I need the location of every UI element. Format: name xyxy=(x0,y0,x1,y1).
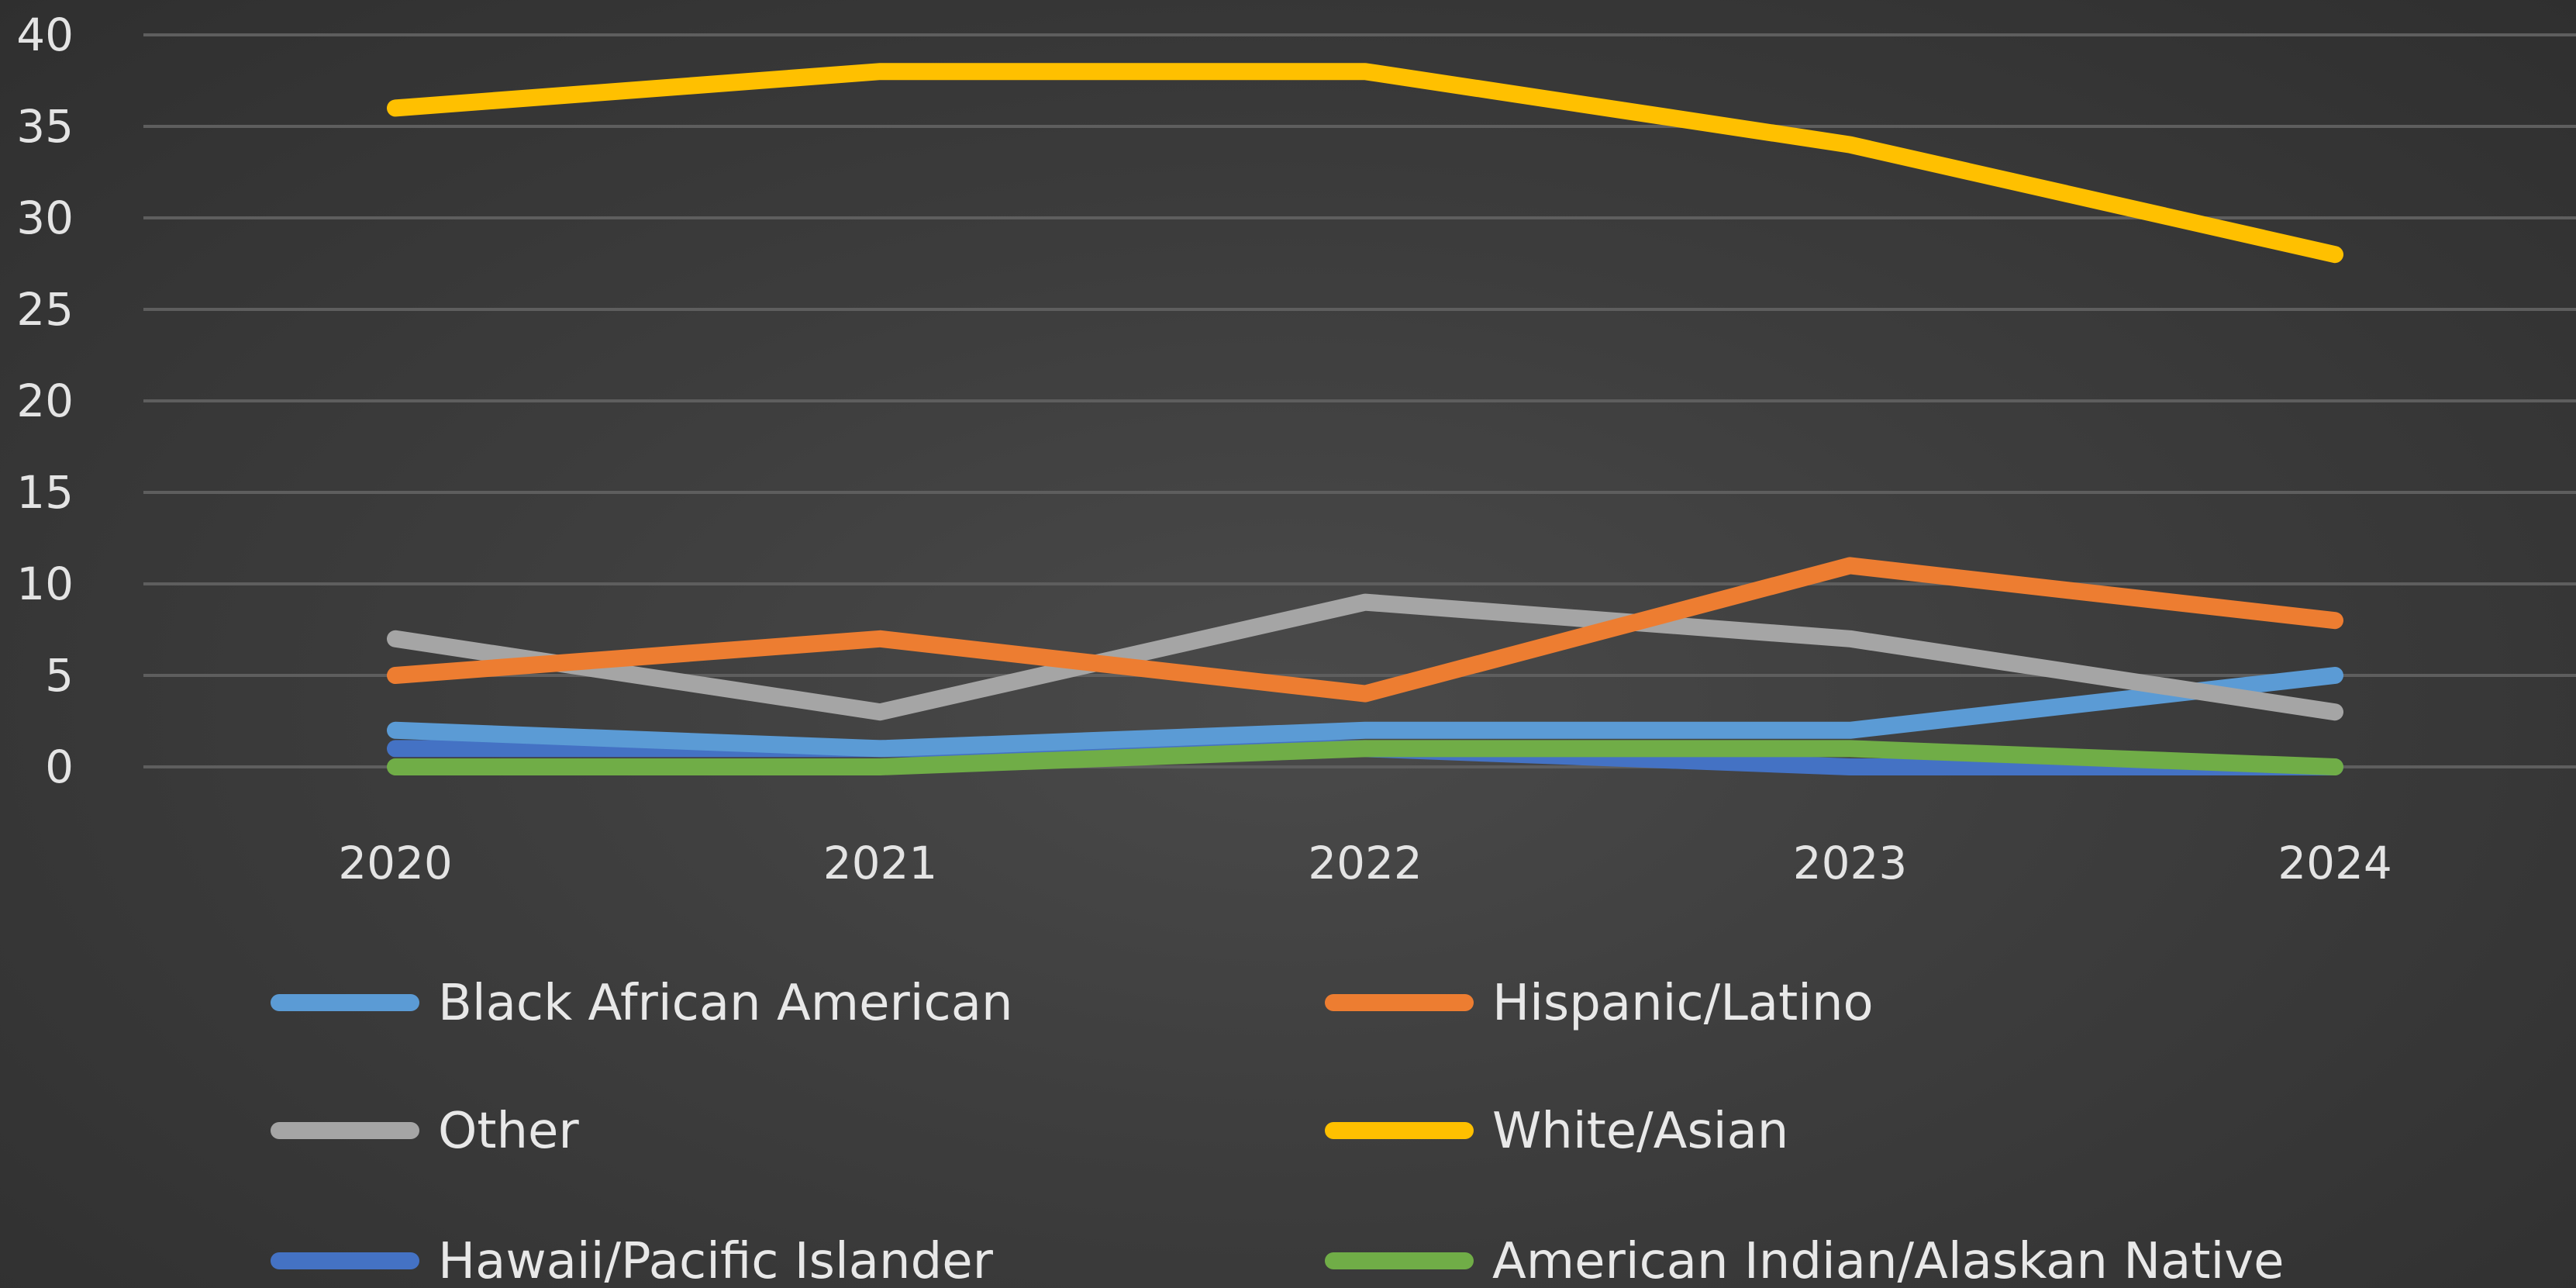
y-tick-label: 5 xyxy=(45,649,74,702)
y-tick-label: 20 xyxy=(16,375,74,427)
x-tick-label: 2020 xyxy=(338,837,453,889)
legend-label: Hawaii/Pacific Islander xyxy=(438,1233,994,1288)
y-tick-label: 0 xyxy=(45,741,74,793)
legend-label: American Indian/Alaskan Native xyxy=(1492,1233,2285,1288)
series-line-2 xyxy=(387,593,2343,721)
y-tick-label: 40 xyxy=(16,9,74,61)
series-line-3 xyxy=(387,63,2343,264)
y-tick-label: 35 xyxy=(16,100,74,153)
y-tick-label: 10 xyxy=(16,558,74,610)
y-tick-label: 25 xyxy=(16,283,74,336)
series-line-1 xyxy=(387,557,2343,703)
legend: Black African American Hispanic/Latino Oth… xyxy=(271,975,2285,1288)
gridlines xyxy=(143,33,2576,768)
x-tick-label: 2022 xyxy=(1308,837,1422,889)
legend-label: Black African American xyxy=(438,975,1013,1032)
x-tick-label: 2024 xyxy=(2278,837,2392,889)
series-lines xyxy=(387,63,2343,775)
legend-label: Hispanic/Latino xyxy=(1492,975,1874,1032)
x-axis-tick-labels: 2020 2021 2022 2023 2024 xyxy=(338,837,2392,889)
y-tick-label: 30 xyxy=(16,192,74,244)
legend-label: White/Asian xyxy=(1492,1103,1788,1160)
y-axis-tick-labels: 0 5 10 15 20 25 30 35 40 xyxy=(16,9,74,793)
x-tick-label: 2021 xyxy=(823,837,938,889)
legend-label: Other xyxy=(438,1103,579,1160)
x-tick-label: 2023 xyxy=(1793,837,1908,889)
series-line-0 xyxy=(387,667,2343,758)
series-line-5 xyxy=(387,740,2343,775)
y-tick-label: 15 xyxy=(16,466,74,519)
